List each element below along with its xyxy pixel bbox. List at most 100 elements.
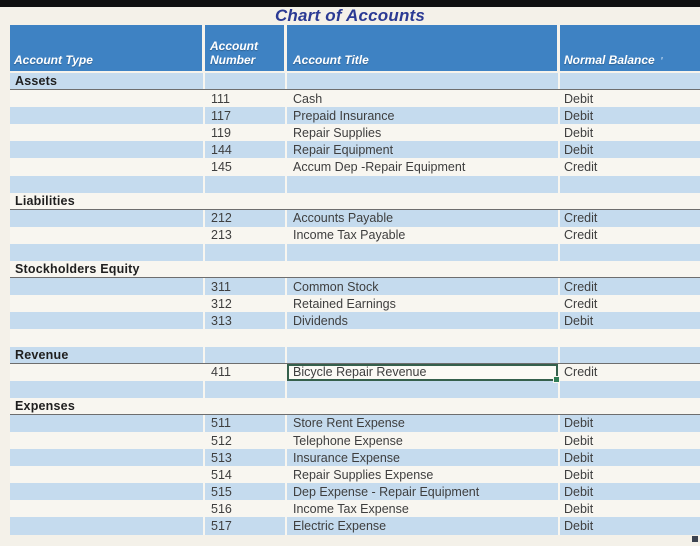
account-number-cell[interactable]: 144 bbox=[205, 141, 287, 159]
column-header-normal-balance[interactable]: Normal Balance ′ bbox=[560, 25, 700, 71]
empty-cell[interactable] bbox=[205, 243, 287, 262]
normal-balance-cell[interactable]: Credit bbox=[564, 296, 598, 311]
column-header-account-type[interactable]: Account Type bbox=[10, 25, 205, 71]
empty-cell[interactable] bbox=[205, 73, 287, 90]
account-number-cell[interactable]: 514 bbox=[205, 466, 287, 484]
account-type-cell[interactable] bbox=[10, 483, 205, 501]
account-number-cell[interactable]: 516 bbox=[205, 500, 287, 518]
section-name-cell[interactable]: Assets bbox=[10, 73, 205, 90]
empty-cell[interactable] bbox=[10, 380, 205, 398]
account-number-cell[interactable]: 515 bbox=[205, 483, 287, 501]
account-type-cell[interactable] bbox=[10, 363, 205, 381]
account-type-cell[interactable] bbox=[10, 414, 205, 432]
normal-balance-cell[interactable]: Debit bbox=[564, 433, 594, 448]
account-type-cell[interactable] bbox=[10, 141, 205, 159]
normal-balance-cell[interactable]: Credit bbox=[564, 279, 598, 294]
account-title-cell[interactable]: Repair Supplies bbox=[287, 124, 560, 142]
empty-cell[interactable] bbox=[560, 329, 700, 346]
empty-cell[interactable] bbox=[287, 192, 560, 209]
empty-cell[interactable] bbox=[10, 329, 205, 347]
empty-cell[interactable] bbox=[287, 175, 560, 193]
account-type-cell[interactable] bbox=[10, 431, 205, 450]
account-type-cell[interactable] bbox=[10, 226, 205, 244]
account-title-cell[interactable]: Repair Supplies Expense bbox=[287, 466, 560, 484]
empty-cell[interactable] bbox=[287, 73, 560, 90]
account-title-cell[interactable]: Income Tax Expense bbox=[287, 500, 560, 518]
account-type-cell[interactable] bbox=[10, 209, 205, 227]
account-number-cell[interactable]: 213 bbox=[205, 226, 287, 244]
account-type-cell[interactable] bbox=[10, 158, 205, 176]
empty-cell[interactable] bbox=[560, 398, 700, 414]
account-number-cell[interactable]: 311 bbox=[205, 278, 287, 296]
column-header-account-number[interactable]: Account Number bbox=[205, 25, 287, 71]
account-number-cell[interactable]: 511 bbox=[205, 414, 287, 432]
account-number-cell[interactable]: 145 bbox=[205, 158, 287, 176]
account-title-cell[interactable]: Prepaid Insurance bbox=[287, 107, 560, 125]
account-type-cell[interactable] bbox=[10, 466, 205, 484]
empty-cell[interactable] bbox=[287, 397, 560, 414]
account-number-cell[interactable]: 312 bbox=[205, 295, 287, 313]
account-number-cell[interactable]: 117 bbox=[205, 107, 287, 125]
account-type-cell[interactable] bbox=[10, 90, 205, 108]
account-number-cell[interactable]: 411 bbox=[205, 363, 287, 381]
account-type-cell[interactable] bbox=[10, 107, 205, 125]
account-type-cell[interactable] bbox=[10, 278, 205, 296]
normal-balance-cell[interactable]: Debit bbox=[564, 125, 594, 140]
empty-cell[interactable] bbox=[205, 329, 287, 347]
normal-balance-cell[interactable]: Credit bbox=[564, 211, 598, 226]
empty-cell[interactable] bbox=[205, 346, 287, 363]
empty-cell[interactable] bbox=[560, 176, 700, 193]
empty-cell[interactable] bbox=[205, 175, 287, 193]
normal-balance-cell[interactable]: Debit bbox=[564, 450, 594, 465]
account-title-cell[interactable]: Dep Expense - Repair Equipment bbox=[287, 483, 560, 501]
normal-balance-cell[interactable]: Credit bbox=[564, 365, 598, 380]
account-title-cell[interactable]: Dividends bbox=[287, 312, 560, 330]
empty-cell[interactable] bbox=[287, 243, 560, 262]
empty-cell[interactable] bbox=[205, 261, 287, 278]
empty-cell[interactable] bbox=[205, 397, 287, 414]
empty-cell[interactable] bbox=[560, 347, 700, 363]
empty-cell[interactable] bbox=[10, 175, 205, 193]
normal-balance-cell[interactable]: Debit bbox=[564, 484, 594, 499]
empty-cell[interactable] bbox=[287, 329, 560, 347]
section-name-cell[interactable]: Stockholders Equity bbox=[10, 261, 205, 278]
account-type-cell[interactable] bbox=[10, 449, 205, 467]
empty-cell[interactable] bbox=[560, 261, 700, 277]
empty-cell[interactable] bbox=[287, 346, 560, 363]
account-title-cell[interactable]: Accum Dep -Repair Equipment bbox=[287, 158, 560, 176]
normal-balance-cell[interactable]: Debit bbox=[564, 108, 594, 123]
account-type-cell[interactable] bbox=[10, 500, 205, 518]
normal-balance-cell[interactable]: Debit bbox=[564, 518, 594, 533]
section-name-cell[interactable]: Expenses bbox=[10, 397, 205, 414]
account-type-cell[interactable] bbox=[10, 517, 205, 535]
normal-balance-cell[interactable]: Debit bbox=[564, 313, 594, 328]
account-type-cell[interactable] bbox=[10, 312, 205, 330]
account-title-cell[interactable]: Electric Expense bbox=[287, 517, 560, 535]
normal-balance-cell[interactable]: Debit bbox=[564, 142, 594, 157]
account-number-cell[interactable]: 313 bbox=[205, 312, 287, 330]
account-title-cell[interactable]: Accounts Payable bbox=[287, 209, 560, 227]
account-number-cell[interactable]: 119 bbox=[205, 124, 287, 142]
account-title-cell[interactable]: Income Tax Payable bbox=[287, 226, 560, 244]
account-number-cell[interactable]: 512 bbox=[205, 431, 287, 450]
normal-balance-cell[interactable]: Debit bbox=[564, 467, 594, 482]
account-number-cell[interactable]: 111 bbox=[205, 90, 287, 108]
empty-cell[interactable] bbox=[205, 380, 287, 398]
fill-handle-icon[interactable] bbox=[553, 375, 560, 383]
account-number-cell[interactable]: 517 bbox=[205, 517, 287, 535]
account-number-cell[interactable]: 513 bbox=[205, 449, 287, 467]
normal-balance-cell[interactable]: Credit bbox=[564, 160, 598, 175]
account-title-cell[interactable]: Cash bbox=[287, 90, 560, 108]
empty-cell[interactable] bbox=[560, 73, 700, 89]
account-number-cell[interactable]: 212 bbox=[205, 209, 287, 227]
selected-cell[interactable]: Bicycle Repair Revenue bbox=[287, 363, 560, 383]
section-name-cell[interactable]: Revenue bbox=[10, 346, 205, 363]
empty-cell[interactable] bbox=[287, 380, 560, 398]
account-title-cell[interactable]: Repair Equipment bbox=[287, 141, 560, 159]
empty-cell[interactable] bbox=[560, 244, 700, 261]
empty-cell[interactable] bbox=[205, 192, 287, 209]
normal-balance-cell[interactable]: Debit bbox=[564, 91, 594, 106]
normal-balance-cell[interactable]: Credit bbox=[564, 228, 598, 243]
empty-cell[interactable] bbox=[560, 193, 700, 209]
account-title-cell[interactable]: Common Stock bbox=[287, 278, 560, 296]
